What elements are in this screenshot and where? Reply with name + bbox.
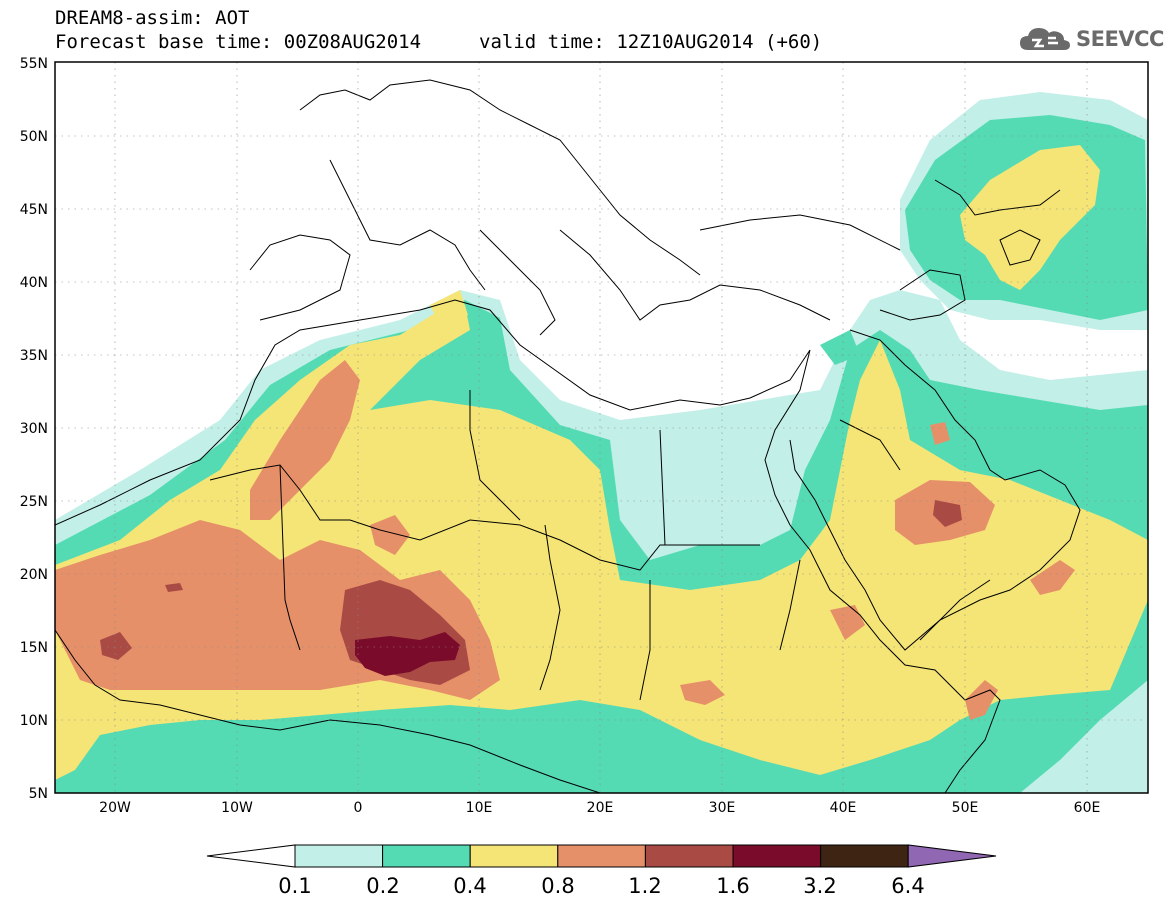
lat-tick: 40N (20, 275, 48, 291)
latitude-axis: 5N 10N 15N 20N 25N 30N 35N 40N 45N 50N 5… (20, 56, 48, 802)
lat-tick: 30N (20, 421, 48, 437)
lon-tick: 40E (830, 800, 857, 816)
valid-time: valid time: 12Z10AUG2014 (+60) (479, 31, 823, 53)
map-grid (55, 62, 1148, 793)
seevccc-logo: SEEVCCC (1018, 22, 1165, 56)
lon-tick: 30E (709, 800, 736, 816)
lon-tick: 50E (952, 800, 979, 816)
title-line-1: DREAM8-assim: AOT (55, 7, 250, 29)
lat-tick: 50N (20, 129, 48, 145)
lat-tick: 20N (20, 567, 48, 583)
lon-tick: 10W (221, 800, 253, 816)
lon-tick: 20W (99, 800, 131, 816)
aot-field (55, 62, 1148, 793)
title-line-2: Forecast base time: 00Z08AUG2014 valid t… (55, 30, 822, 54)
chart-title: DREAM8-assim: AOT Forecast base time: 00… (55, 6, 822, 54)
lat-tick: 5N (29, 786, 48, 802)
logo-text: SEEVCCC (1076, 27, 1165, 51)
map-frame (54, 61, 1149, 794)
lat-tick: 55N (20, 56, 48, 72)
lon-tick: 60E (1074, 800, 1101, 816)
forecast-base-time: Forecast base time: 00Z08AUG2014 (55, 31, 422, 53)
lat-tick: 25N (20, 494, 48, 510)
cloud-icon (1020, 28, 1070, 50)
lon-tick: 10E (466, 800, 493, 816)
coastlines (55, 79, 1081, 793)
lat-tick: 35N (20, 348, 48, 364)
lon-tick: 0 (354, 800, 363, 816)
longitude-axis: 20W 10W 0 10E 20E 30E 40E 50E 60E (99, 800, 1100, 816)
aot-level-1.6 (355, 632, 460, 676)
lat-tick: 15N (20, 640, 48, 656)
lat-tick: 10N (20, 713, 48, 729)
lon-tick: 20E (587, 800, 614, 816)
lat-tick: 45N (20, 202, 48, 218)
